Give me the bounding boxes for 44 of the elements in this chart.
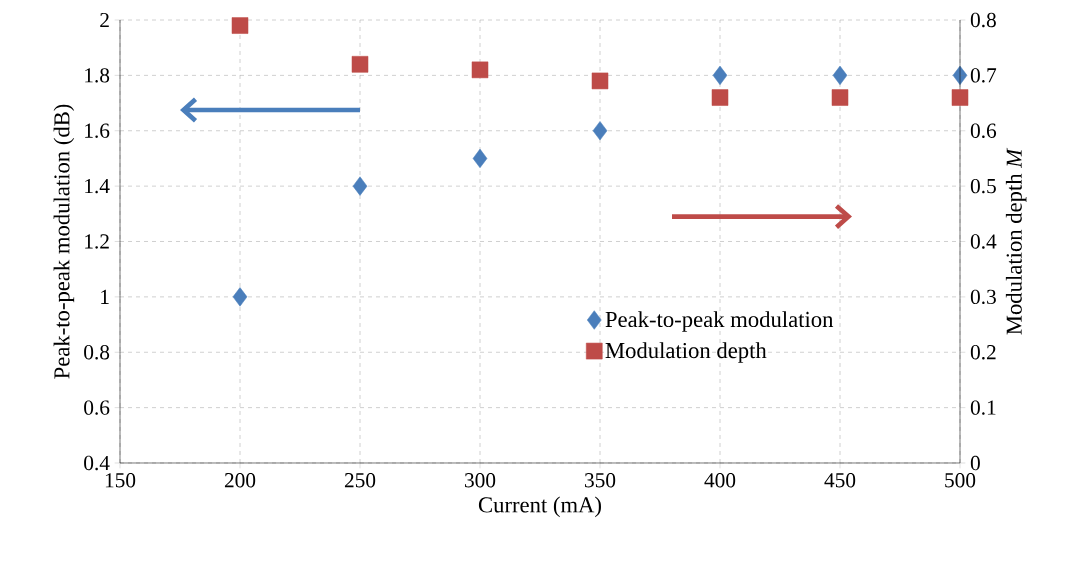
point	[832, 65, 848, 85]
x-axis-title: Current (mA)	[478, 496, 601, 518]
y-tick-label: 1.6	[85, 123, 110, 138]
y2-tick-label: 0.1	[970, 400, 996, 415]
y-tick-label: 0.8	[84, 345, 110, 360]
point	[352, 176, 368, 196]
y2-tick-label: 0.7	[970, 68, 997, 83]
x-tick-label: 350	[585, 473, 616, 488]
x-tick-label: 150	[105, 473, 136, 488]
point	[951, 89, 969, 106]
y2-tick-label: 0.2	[970, 345, 996, 360]
point	[232, 287, 248, 307]
y-tick-label: 1.2	[85, 234, 109, 249]
x-tick-label: 200	[224, 473, 256, 488]
x-tick-label: 400	[704, 473, 736, 488]
y2-tick-label: 0.6	[970, 123, 997, 138]
point	[351, 56, 369, 73]
y2-tick-label: 0.4	[970, 234, 997, 249]
legend-label: Peak-to-peak modulation	[605, 311, 834, 332]
legend-label: Modulation depth	[605, 342, 767, 363]
point	[471, 61, 489, 79]
x-tick-label: 300	[465, 473, 496, 488]
point	[592, 121, 608, 141]
point	[712, 65, 728, 85]
point	[711, 89, 729, 106]
y2-tick-label: 0.5	[970, 178, 996, 194]
y-tick-label: 0.6	[84, 400, 110, 415]
y2-tick-label: 0.3	[970, 289, 996, 305]
y-tick-label: 0.4	[84, 455, 110, 471]
y-tick-label: 1.8	[85, 68, 110, 83]
point	[472, 148, 488, 169]
y2-tick-label: 0	[970, 455, 980, 471]
y2-tick-label: 0.8	[970, 12, 996, 28]
x-tick-label: 450	[824, 473, 856, 488]
x-tick-label: 250	[344, 473, 376, 488]
point	[231, 17, 249, 34]
y2-axis-title: Modulation depth M	[1005, 147, 1027, 335]
y-axis-title: Peak-to-peak modulation (dB)	[53, 104, 75, 379]
y-tick-label: 2	[100, 12, 109, 28]
x-tick-label: 500	[945, 473, 976, 488]
point	[591, 72, 609, 90]
y-tick-label: 1	[101, 289, 109, 304]
point	[831, 89, 849, 106]
y-tick-label: 1.4	[85, 178, 110, 194]
